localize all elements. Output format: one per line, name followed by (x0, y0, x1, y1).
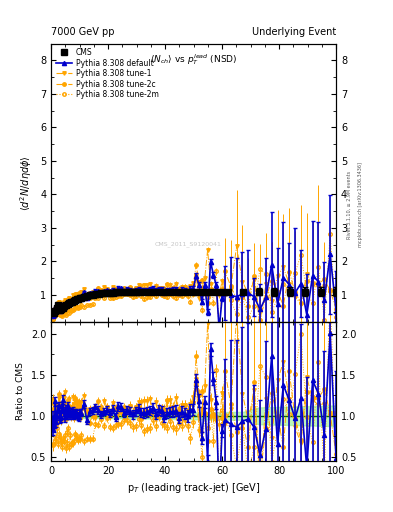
Legend: CMS, Pythia 8.308 default, Pythia 8.308 tune-1, Pythia 8.308 tune-2c, Pythia 8.3: CMS, Pythia 8.308 default, Pythia 8.308 … (53, 45, 162, 102)
Text: mcplots.cern.ch [arXiv:1306.3436]: mcplots.cern.ch [arXiv:1306.3436] (358, 162, 363, 247)
Y-axis label: Ratio to CMS: Ratio to CMS (16, 362, 25, 420)
Text: $\langle N_{ch}\rangle$ vs $p_T^{lead}$ (NSD): $\langle N_{ch}\rangle$ vs $p_T^{lead}$ … (150, 52, 237, 67)
Y-axis label: $\langle d^2N/d\eta d\phi\rangle$: $\langle d^2N/d\eta d\phi\rangle$ (18, 155, 35, 210)
Text: Underlying Event: Underlying Event (252, 27, 336, 37)
Text: Rivet 3.1.10, ≥ 2.9M events: Rivet 3.1.10, ≥ 2.9M events (347, 170, 352, 239)
X-axis label: p$_T$ (leading track-jet) [GeV]: p$_T$ (leading track-jet) [GeV] (127, 481, 260, 495)
Text: 7000 GeV pp: 7000 GeV pp (51, 27, 115, 37)
Text: CMS_2011_S9120041: CMS_2011_S9120041 (154, 241, 221, 247)
